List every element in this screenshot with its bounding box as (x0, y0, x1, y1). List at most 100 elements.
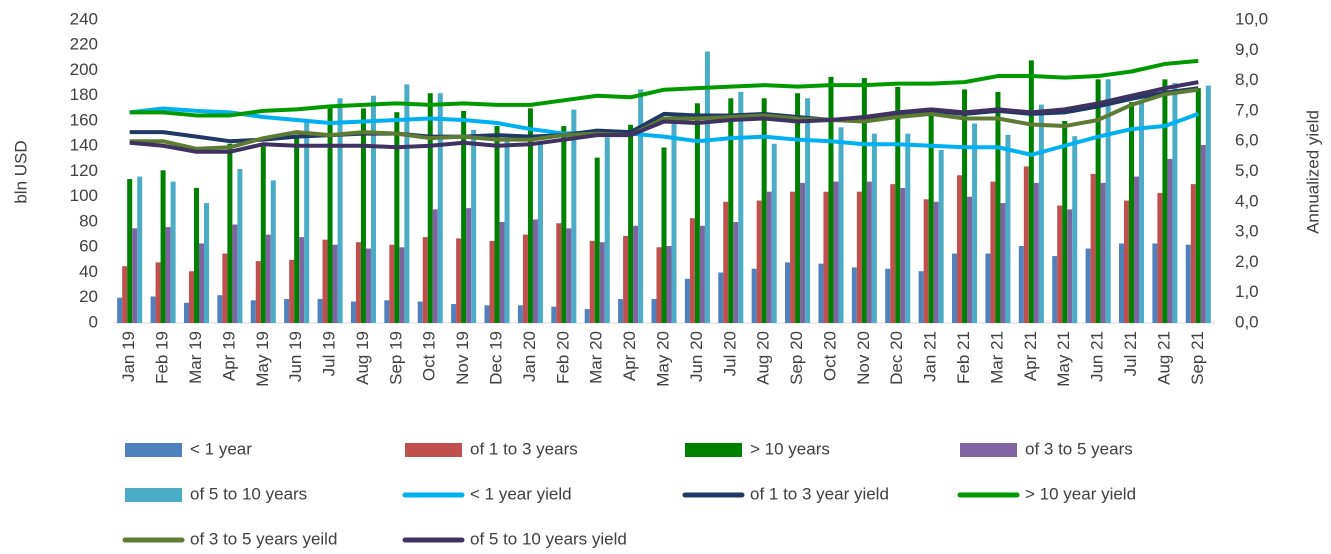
x-tick-label: Feb 19 (153, 331, 172, 384)
bar (232, 224, 238, 323)
x-tick-label: Aug 20 (754, 331, 773, 385)
bar (866, 181, 872, 323)
bar (1205, 85, 1211, 324)
bar (967, 196, 973, 323)
bar (299, 237, 305, 323)
y-tick-label: 0 (89, 312, 98, 331)
bar (1018, 245, 1024, 323)
bar (427, 93, 433, 323)
bar (1005, 134, 1011, 323)
bar (957, 175, 963, 323)
bar (250, 300, 256, 323)
bar (1139, 102, 1145, 323)
bar (1134, 176, 1140, 323)
bar (1105, 79, 1111, 324)
x-tick-label: Oct 20 (820, 331, 839, 381)
x-tick-label: Mar 21 (987, 331, 1006, 384)
bar (704, 51, 710, 323)
y2-tick-label: 4,0 (1235, 191, 1259, 210)
bar (1057, 205, 1063, 323)
bar (618, 299, 624, 323)
bar (365, 248, 371, 323)
x-tick-label: Sep 19 (386, 331, 405, 385)
legend-label: < 1 year yield (470, 484, 572, 503)
bar (522, 234, 528, 323)
x-tick-label: Jan 19 (119, 331, 138, 382)
y-tick-label: 200 (70, 60, 98, 79)
bar (890, 184, 896, 323)
bar (155, 262, 161, 323)
bar (294, 137, 300, 323)
bar (350, 301, 356, 323)
bar (1190, 184, 1196, 323)
bar (928, 114, 934, 323)
bar (1157, 192, 1163, 323)
bar (990, 181, 996, 323)
bar (384, 300, 390, 323)
bar (332, 244, 338, 323)
bar (499, 222, 505, 323)
bar (566, 228, 572, 323)
legend-label: < 1 year (190, 439, 252, 458)
bar (1095, 79, 1101, 324)
x-tick-label: Jan 21 (921, 331, 940, 382)
bar (265, 234, 271, 323)
bar (1000, 203, 1006, 323)
bar (756, 200, 762, 323)
bar (785, 262, 791, 323)
bar (633, 225, 639, 323)
bar (1124, 200, 1130, 323)
bar (170, 181, 176, 323)
bar (594, 157, 600, 323)
bar (556, 223, 562, 323)
bar (255, 261, 261, 323)
bar (422, 237, 428, 323)
x-tick-label: Jan 20 (520, 331, 539, 382)
legend-swatch (685, 443, 742, 457)
bar (217, 295, 223, 323)
x-tick-label: Apr 19 (219, 331, 238, 381)
bar (918, 271, 924, 323)
bar (532, 219, 538, 323)
bar (1067, 209, 1073, 323)
y2-tick-label: 0,0 (1235, 312, 1259, 331)
bar (795, 93, 801, 323)
bar (1028, 60, 1034, 324)
bar (689, 218, 695, 323)
y2-tick-label: 6,0 (1235, 131, 1259, 150)
y2-tick-label: 9,0 (1235, 40, 1259, 59)
bar (962, 89, 968, 323)
bar (260, 146, 266, 323)
bar (790, 191, 796, 323)
bar (856, 191, 862, 323)
bar (656, 247, 662, 323)
y-tick-label: 160 (70, 110, 98, 129)
bar (1090, 174, 1096, 323)
y2-axis-label: Annualized yield (1303, 110, 1322, 234)
bar (1052, 256, 1058, 323)
legend-swatch (960, 443, 1017, 457)
x-tick-label: Mar 20 (587, 331, 606, 384)
bar (551, 306, 557, 323)
bar (895, 86, 901, 323)
bar (193, 187, 199, 323)
y-tick-label: 60 (79, 237, 98, 256)
bar (723, 201, 729, 323)
bar (661, 147, 667, 323)
bar (127, 179, 133, 323)
y-tick-label: 100 (70, 186, 98, 205)
legend-swatch (125, 443, 182, 457)
bar (222, 253, 228, 323)
x-tick-label: Jun 21 (1088, 331, 1107, 382)
bar (461, 110, 467, 324)
bar (800, 182, 806, 323)
bar (1200, 144, 1206, 323)
x-tick-label: Apr 20 (620, 331, 639, 381)
bar (638, 89, 644, 323)
y2-tick-label: 10,0 (1235, 9, 1268, 28)
y-axis-label: bln USD (11, 140, 30, 203)
bar (666, 245, 672, 323)
bar (623, 235, 629, 323)
bar (828, 76, 834, 323)
bar (938, 150, 944, 323)
